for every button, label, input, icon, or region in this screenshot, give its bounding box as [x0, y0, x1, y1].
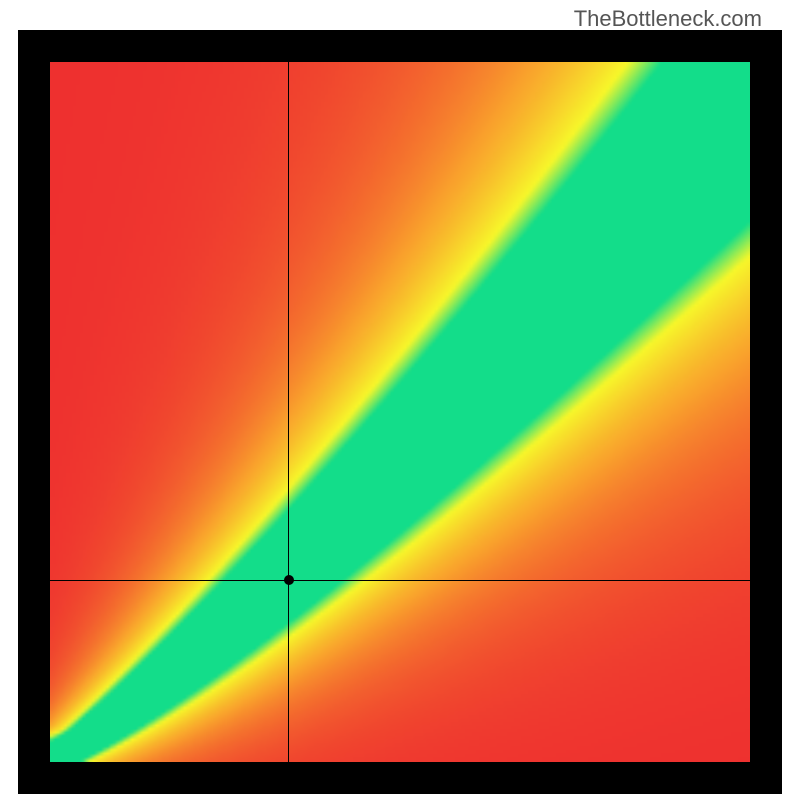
- crosshair-horizontal: [50, 580, 750, 581]
- crosshair-marker: [284, 575, 294, 585]
- watermark-text: TheBottleneck.com: [574, 6, 762, 32]
- heatmap-canvas: [50, 62, 750, 762]
- crosshair-vertical: [288, 62, 289, 762]
